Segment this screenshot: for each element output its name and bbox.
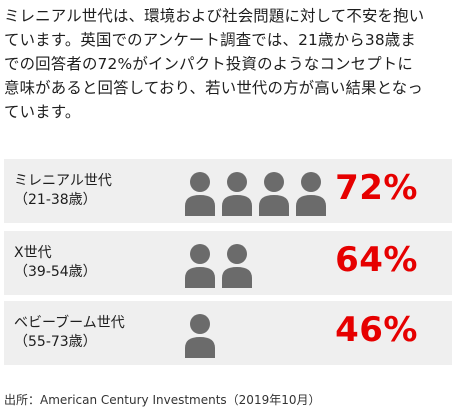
group-age-range: （55-73歳） <box>14 334 97 350</box>
percentage-value: 64% <box>335 240 418 280</box>
intro-line: での回答者の72%がインパクト投資のようなコンセプトに <box>4 55 413 73</box>
intro-paragraph: ミレニアル世代は、環境および社会問題に対して不安を抱い ています。英国でのアンケ… <box>4 4 454 124</box>
person-icon <box>222 172 252 216</box>
person-icon <box>185 244 215 288</box>
group-name: ミレニアル世代 <box>14 173 112 189</box>
intro-line: ています。英国でのアンケート調査では、21歳から38歳ま <box>4 31 416 49</box>
group-age-range: （21-38歳） <box>14 192 97 208</box>
group-label: X世代 （39-54歳） <box>14 244 97 282</box>
group-name: X世代 <box>14 245 52 261</box>
row-baby-boomers: ベビーブーム世代 （55-73歳） 46% <box>4 301 452 365</box>
person-icon <box>222 244 252 288</box>
person-icon <box>185 314 215 358</box>
person-icon <box>296 172 326 216</box>
person-icon <box>185 172 215 216</box>
intro-line: ています。 <box>4 103 81 121</box>
intro-line: 意味があると回答しており、若い世代の方が高い結果となっ <box>4 79 423 97</box>
row-millennials: ミレニアル世代 （21-38歳） 72% <box>4 159 452 223</box>
person-icon <box>259 172 289 216</box>
percentage-value: 72% <box>335 168 418 208</box>
group-label: ベビーブーム世代 （55-73歳） <box>14 314 125 352</box>
source-note: 出所：American Century Investments（2019年10月… <box>4 393 321 407</box>
row-generation-x: X世代 （39-54歳） 64% <box>4 231 452 295</box>
group-age-range: （39-54歳） <box>14 264 97 280</box>
percentage-value: 46% <box>335 310 418 350</box>
group-name: ベビーブーム世代 <box>14 315 125 331</box>
group-label: ミレニアル世代 （21-38歳） <box>14 172 112 210</box>
intro-line: ミレニアル世代は、環境および社会問題に対して不安を抱い <box>4 7 425 25</box>
